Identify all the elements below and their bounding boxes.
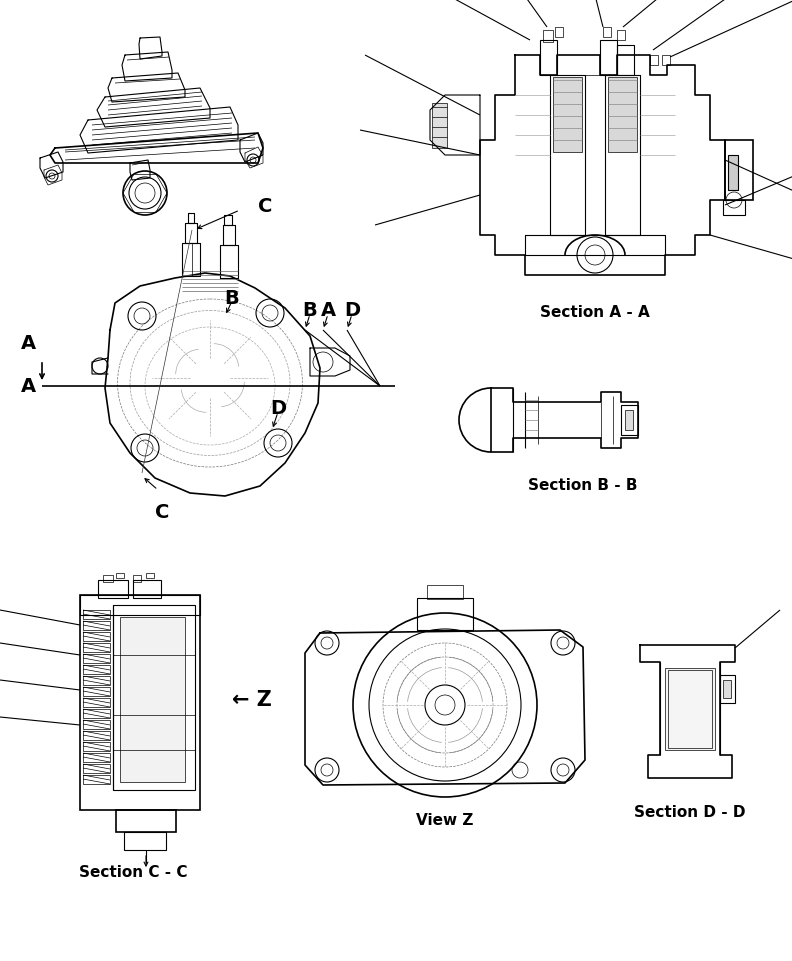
Text: Section C - C: Section C - C: [78, 865, 187, 880]
Bar: [555, 27, 563, 37]
Bar: [603, 27, 611, 37]
Bar: [608, 77, 637, 152]
Bar: [103, 575, 113, 582]
Text: B: B: [303, 301, 318, 319]
Bar: [98, 580, 128, 598]
Bar: [133, 575, 141, 582]
Text: D: D: [270, 399, 286, 417]
Bar: [723, 680, 731, 698]
Bar: [120, 617, 185, 782]
Text: Section A - A: Section A - A: [540, 305, 650, 320]
Bar: [553, 77, 582, 152]
Bar: [432, 103, 447, 148]
Text: B: B: [225, 288, 239, 308]
Text: C: C: [258, 196, 272, 215]
Bar: [540, 40, 557, 75]
Bar: [116, 573, 124, 578]
Bar: [417, 598, 473, 630]
Text: View Z: View Z: [417, 813, 474, 828]
Bar: [725, 140, 753, 200]
Bar: [550, 75, 585, 235]
Bar: [728, 155, 738, 190]
Bar: [720, 675, 735, 703]
Bar: [543, 30, 553, 42]
Text: Section D - D: Section D - D: [634, 805, 746, 820]
Bar: [625, 410, 633, 430]
Bar: [600, 40, 617, 75]
Bar: [427, 585, 463, 599]
Bar: [617, 30, 625, 40]
Bar: [662, 55, 670, 65]
Bar: [133, 580, 161, 598]
Bar: [668, 670, 712, 748]
Bar: [605, 75, 640, 235]
Text: C: C: [154, 503, 169, 522]
Text: A: A: [21, 334, 36, 353]
Bar: [113, 605, 195, 790]
Bar: [146, 573, 154, 578]
Bar: [80, 595, 200, 810]
Bar: [665, 668, 715, 750]
Bar: [116, 810, 176, 832]
Bar: [617, 45, 634, 75]
Text: A: A: [321, 301, 336, 319]
Bar: [723, 200, 745, 215]
Bar: [124, 832, 166, 850]
Bar: [621, 405, 638, 435]
Text: Section B - B: Section B - B: [528, 478, 638, 493]
Text: D: D: [344, 301, 360, 319]
Text: A: A: [21, 377, 36, 396]
Bar: [650, 55, 658, 65]
Text: ← Z: ← Z: [232, 690, 272, 710]
